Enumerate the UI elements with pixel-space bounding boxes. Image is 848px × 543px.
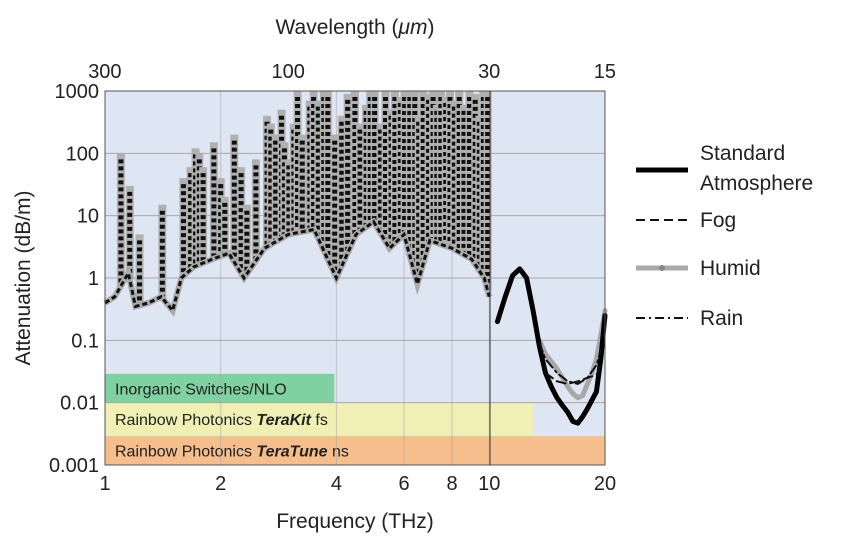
absorption-floor-standard [104,219,491,314]
y-tick-label-5: 100 [66,143,99,165]
legend-humid-marker [659,265,665,271]
frequency-bands: Inorganic Switches/NLO Rainbow Photonics … [105,373,605,465]
x-tick-label-4: 8 [447,473,458,495]
x-axis-title: Frequency (THz) [276,510,434,533]
band-0 [105,373,335,403]
legend-rain-label: Rain [700,307,743,330]
absorption-lines [103,91,493,317]
series-humid [536,308,608,401]
y-tick-label-1: 0.01 [60,393,99,415]
axis-ticks: 0.001 0.01 0.1 1 10 100 1000 1 2 4 6 8 10 20 300 100 30 1… [49,61,616,495]
y-tick-label-0: 0.001 [49,455,99,477]
x-tick-label-5: 10 [478,473,500,495]
band-2 [105,436,605,465]
legend: Standard Atmosphere Fog Humid Rain [636,142,813,330]
x-tick-label-6: 20 [594,473,616,495]
x-tick-label-2: 4 [331,473,342,495]
series-rain [538,342,602,385]
top-tick-label-1: 100 [272,61,305,83]
top-axis-title: Wavelength (μm) [276,16,435,39]
legend-standard-label: Standard [700,142,785,165]
top-tick-label-3: 15 [594,61,616,83]
x-tick-label-3: 6 [398,473,409,495]
top-tick-label-0: 300 [88,61,121,83]
y-tick-label-3: 1 [88,268,99,290]
legend-humid-label: Humid [700,257,761,280]
band-label-1: Rainbow Photonics TeraKit fs [115,412,328,429]
legend-fog-label: Fog [700,209,736,232]
y-tick-label-4: 10 [77,206,99,228]
band-1 [105,402,534,436]
plot-frame [104,90,606,466]
series-lines [494,266,608,426]
series-standard-atmosphere [494,266,608,426]
y-axis-title: Attenuation (dB/m) [12,190,35,365]
y-tick-label-6: 1000 [55,81,100,103]
x-tick-label-1: 2 [215,473,226,495]
x-tick-label-0: 1 [99,473,110,495]
y-tick-label-2: 0.1 [71,330,99,352]
legend-standard-label-2: Atmosphere [700,172,813,195]
series-fog [544,364,602,385]
band-label-2: Rainbow Photonics TeraTune ns [115,444,349,461]
band-label-0: Inorganic Switches/NLO [115,381,287,398]
top-tick-label-2: 30 [478,61,500,83]
